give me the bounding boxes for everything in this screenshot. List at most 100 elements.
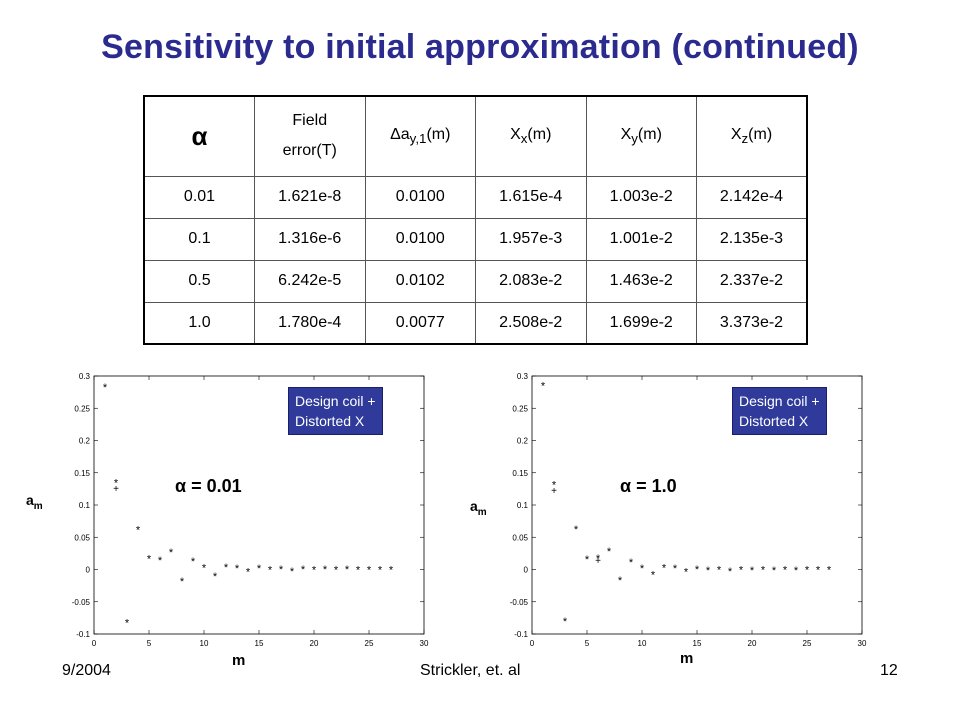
- header-delta-a-sub: y,1: [409, 131, 427, 147]
- data-point: *: [191, 556, 196, 568]
- data-point: *: [816, 565, 821, 577]
- y-tick-label: -0.05: [72, 598, 91, 607]
- plot-right-xlabel: m: [680, 650, 694, 667]
- table-cell: 6.242e-5: [254, 259, 366, 303]
- data-point: *: [356, 565, 361, 577]
- x-tick-label: 20: [748, 639, 757, 648]
- data-point: *: [574, 524, 579, 536]
- data-point: +: [551, 486, 557, 497]
- y-tick-label: 0.15: [74, 469, 90, 478]
- y-tick-label: -0.05: [510, 598, 529, 607]
- header-xz-unit: (m): [748, 126, 773, 144]
- header-xx-sub: x: [520, 131, 528, 147]
- data-point: *: [301, 564, 306, 576]
- legend-line-1: Design coil +: [739, 393, 820, 409]
- y-tick-label: 0.3: [517, 372, 529, 381]
- data-point: *: [662, 563, 667, 575]
- x-tick-label: 0: [530, 639, 535, 648]
- data-point: *: [695, 564, 700, 576]
- data-point: *: [114, 477, 119, 489]
- data-point: *: [290, 566, 295, 578]
- header-xx-main: X: [510, 126, 521, 144]
- data-point: *: [640, 563, 645, 575]
- data-point: *: [202, 563, 207, 575]
- data-point: *: [618, 575, 623, 587]
- plot-left-legend: Design coil + Distorted X: [288, 387, 383, 435]
- table-cell: 1.003e-2: [585, 175, 697, 219]
- header-xz-main: X: [730, 126, 742, 144]
- data-point: *: [794, 565, 799, 577]
- table-cell: 0.01: [143, 175, 255, 219]
- x-tick-label: 10: [638, 639, 647, 648]
- data-point: *: [103, 382, 108, 394]
- y-tick-label: 0.1: [517, 501, 529, 510]
- ylabel-sub: m: [477, 506, 487, 518]
- data-point: *: [279, 564, 284, 576]
- data-point: *: [596, 553, 601, 565]
- plot-left-xlabel: m: [232, 652, 246, 669]
- legend-line-1: Design coil +: [295, 393, 376, 409]
- data-point: *: [334, 565, 339, 577]
- data-point: *: [761, 565, 766, 577]
- data-point: *: [323, 564, 328, 576]
- ylabel-main: a: [470, 498, 478, 514]
- x-tick-label: 0: [92, 639, 97, 648]
- ylabel-sub: m: [33, 500, 43, 512]
- plot-left-annotation: α = 0.01: [175, 476, 242, 496]
- y-tick-label: 0: [524, 566, 529, 575]
- y-tick-label: 0: [86, 566, 91, 575]
- table-cell: 1.957e-3: [475, 217, 587, 261]
- table-cell: 0.0100: [364, 175, 476, 219]
- data-point: +: [595, 556, 601, 567]
- table-cell: 1.316e-6: [254, 217, 366, 261]
- data-point: *: [717, 565, 722, 577]
- plot-right-annotation: α = 1.0: [620, 476, 677, 496]
- table-cell: 0.5: [143, 259, 255, 303]
- data-point: *: [213, 571, 218, 583]
- header-delta-a-unit: (m): [426, 126, 451, 144]
- table-cell: 0.1: [143, 217, 255, 261]
- data-point: *: [158, 555, 163, 567]
- plot-right-legend: Design coil + Distorted X: [732, 387, 827, 435]
- data-point: *: [563, 616, 568, 628]
- y-tick-label: 0.1: [79, 501, 91, 510]
- x-tick-label: 5: [585, 639, 590, 648]
- data-point: *: [585, 554, 590, 566]
- y-tick-label: 0.25: [512, 404, 528, 413]
- x-tick-label: 15: [693, 639, 702, 648]
- plot-right-ylabel: am: [470, 498, 487, 518]
- table-row: 0.1 1.316e-6 0.0100 1.957e-3 1.001e-2 2.…: [143, 217, 808, 261]
- x-tick-label: 10: [200, 639, 209, 648]
- legend-line-2: Distorted X: [739, 413, 809, 429]
- footer-author: Strickler, et. al: [420, 662, 521, 679]
- footer-date: 9/2004: [62, 662, 111, 679]
- data-point: *: [367, 565, 372, 577]
- header-delta-a-main: Δa: [390, 126, 410, 144]
- y-tick-label: 0.2: [517, 437, 529, 446]
- table-cell: 2.135e-3: [696, 217, 808, 261]
- slide-title: Sensitivity to initial approximation (co…: [101, 28, 859, 66]
- table-cell: 2.508e-2: [475, 301, 587, 345]
- table-cell: 1.001e-2: [585, 217, 697, 261]
- table-cell: 1.699e-2: [585, 301, 697, 345]
- header-field-error-label: Field error(T): [282, 112, 337, 160]
- x-tick-label: 25: [803, 639, 812, 648]
- y-tick-label: -0.1: [76, 630, 90, 639]
- data-point: *: [389, 565, 394, 577]
- table-cell: 1.463e-2: [585, 259, 697, 303]
- data-point: *: [629, 557, 634, 569]
- results-table: α Field error(T) Δay,1(m) Xx(m) Xy(m) Xz…: [143, 95, 808, 345]
- y-tick-label: 0.2: [79, 437, 91, 446]
- data-point: *: [378, 565, 383, 577]
- data-point: *: [136, 525, 141, 537]
- data-point: *: [772, 565, 777, 577]
- table-header-row: α Field error(T) Δay,1(m) Xx(m) Xy(m) Xz…: [143, 95, 808, 177]
- table-cell: 0.0102: [364, 259, 476, 303]
- legend-line-2: Distorted X: [295, 413, 365, 429]
- table-cell: 2.142e-4: [696, 175, 808, 219]
- data-point: *: [728, 566, 733, 578]
- header-xy-main: X: [620, 126, 632, 144]
- footer-page-number: 12: [880, 662, 898, 679]
- table-cell: 1.615e-4: [475, 175, 587, 219]
- data-point: *: [312, 565, 317, 577]
